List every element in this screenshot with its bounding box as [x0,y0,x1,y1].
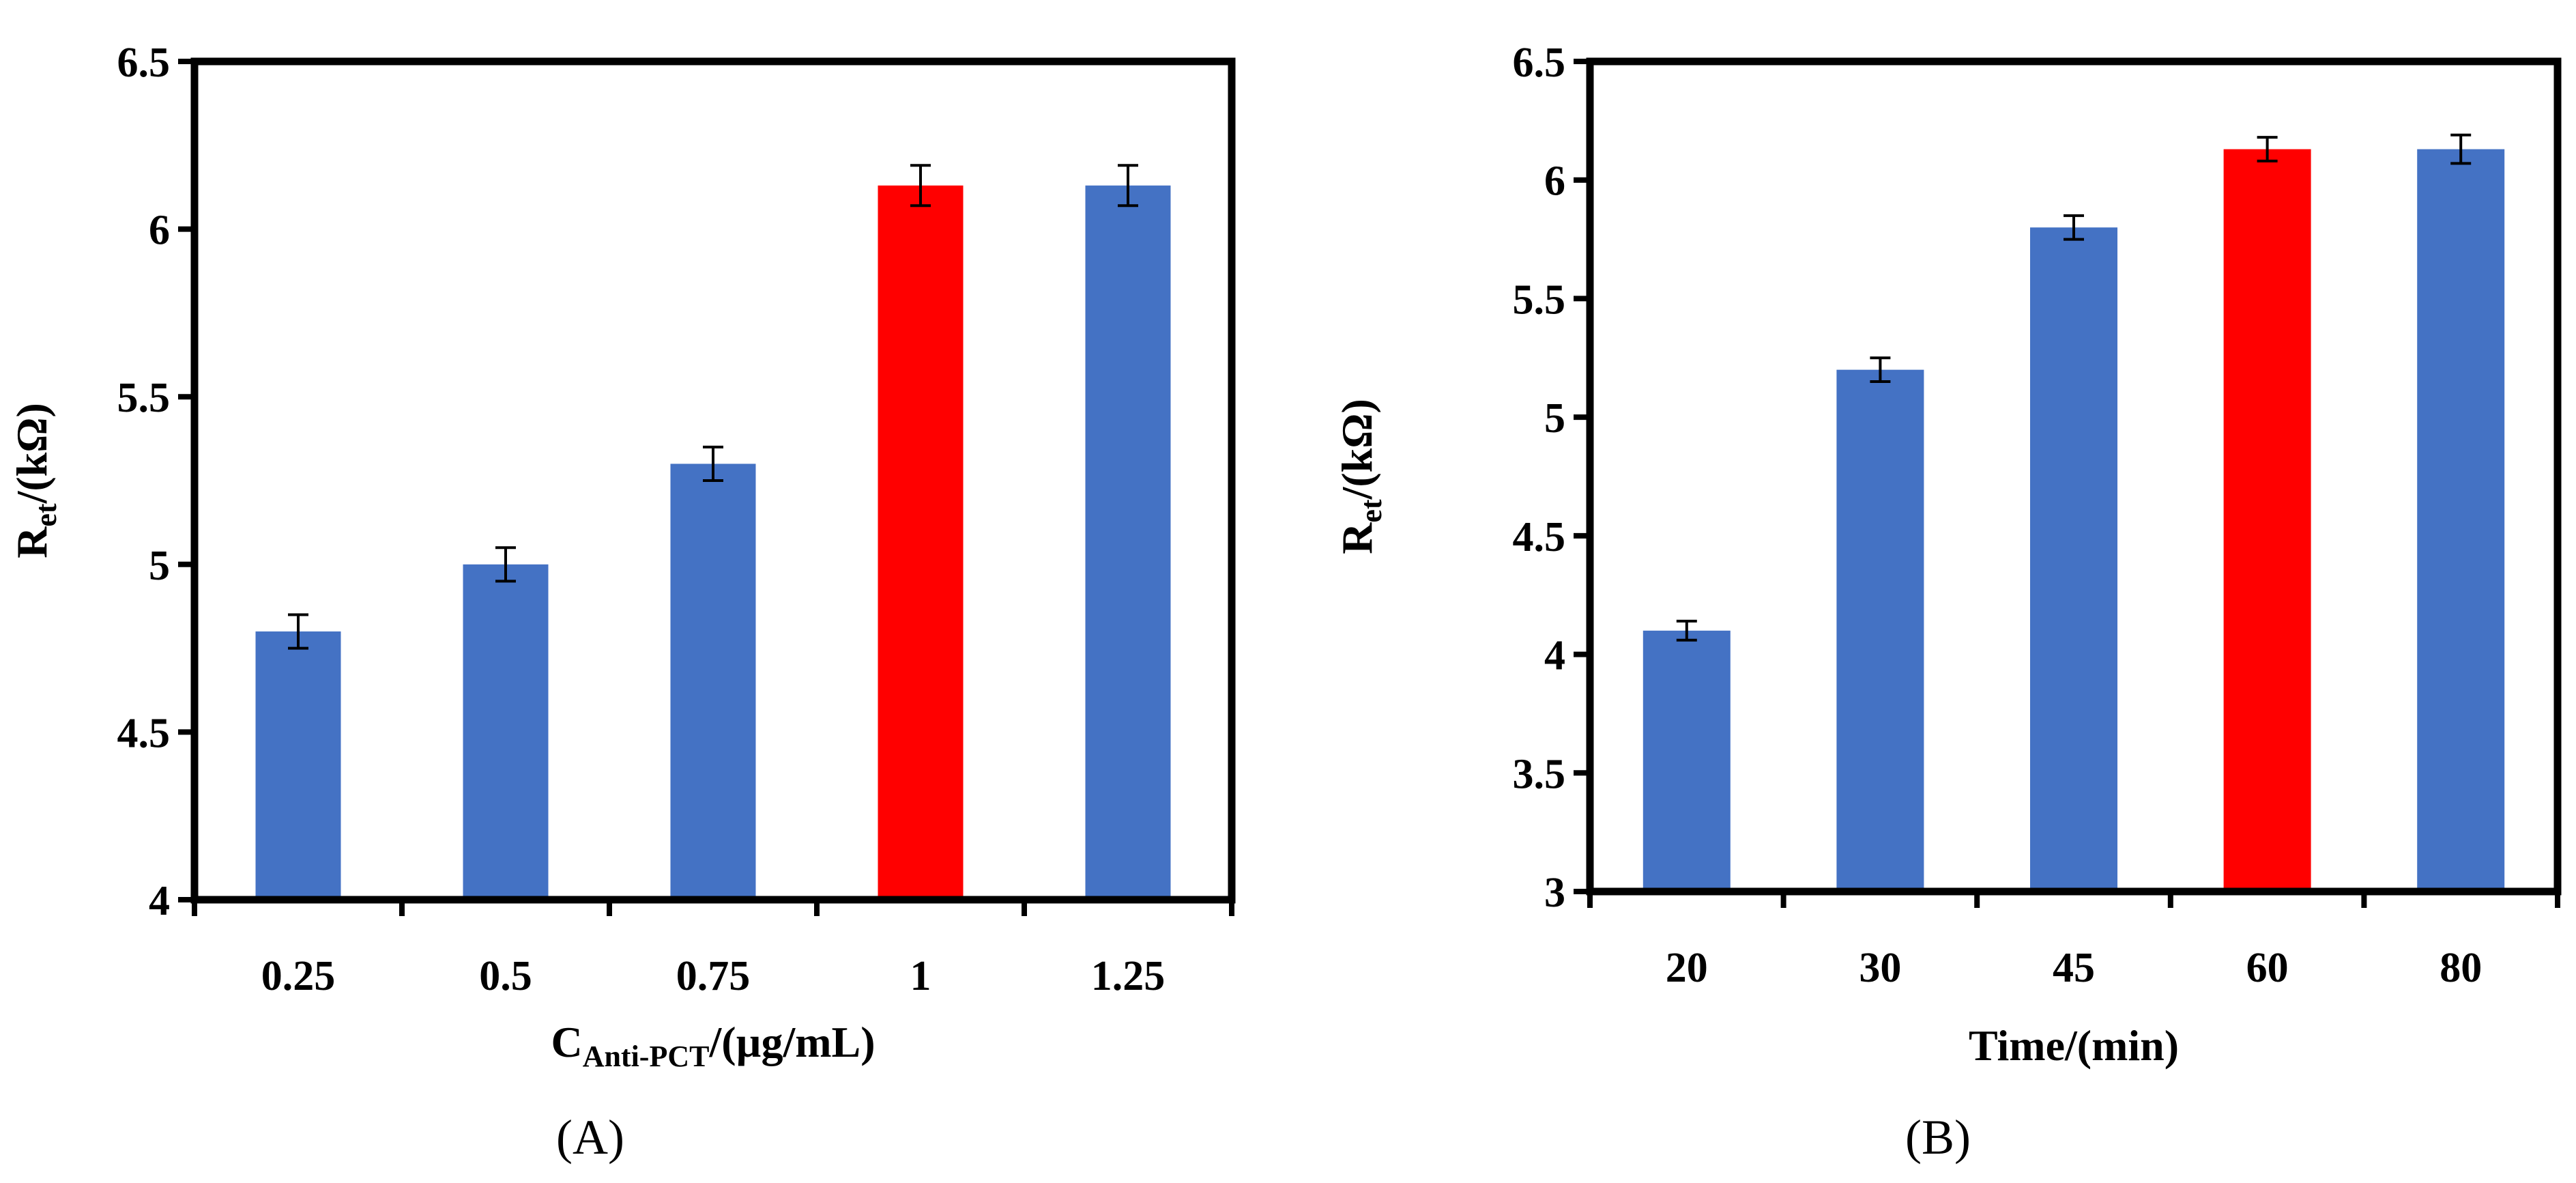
panel-label: (A) [556,1110,624,1165]
x-tick-label: 0.25 [261,953,336,999]
y-axis-label-main: R [8,526,56,558]
x-tick-label: 45 [2053,945,2095,991]
y-tick-label: 3 [1544,870,1565,916]
y-axis-label: Ret/(kΩ) [8,403,63,558]
y-tick-label: 5 [149,543,170,589]
y-axis-label: Ret/(kΩ) [1333,399,1388,554]
y-tick-label: 3.5 [1513,751,1566,797]
bar [1085,185,1171,900]
x-tick-label: 80 [2440,945,2482,991]
y-tick-label: 5 [1544,395,1565,442]
y-axis-label-unit: /(kΩ) [8,403,56,504]
x-tick-label: 0.75 [676,953,751,999]
x-axis-label-main: Time/(min) [1969,1021,2179,1070]
y-tick-label: 4.5 [117,710,171,756]
y-tick-label: 5.5 [117,375,171,421]
y-axis-label-unit: /(kΩ) [1333,399,1381,500]
chart-a: 4 4.5 5 5.5 6 6.5 0.25 0.5 0.75 1 1.25 CAnti-PCT/(µ… [8,40,1236,1165]
plot-frame [1586,57,2562,896]
bar [463,564,549,900]
bar [255,631,341,900]
bar [2030,227,2117,892]
x-tick-label: 30 [1859,945,1901,991]
bar [2417,149,2505,892]
x-tick-label: 0.5 [479,953,532,999]
y-axis-label-subscript: et [1355,499,1388,523]
y-tick-label: 4 [1544,633,1565,679]
y-tick-label: 4.5 [1513,514,1566,560]
x-axis-label-unit: /(µg/mL) [708,1018,875,1066]
y-tick-label: 6 [1544,158,1565,205]
x-axis-label-main: C [551,1018,582,1066]
bar [878,185,964,900]
y-tick-label: 4 [149,878,170,924]
plot-frame [190,57,1236,904]
bar [2223,149,2311,892]
x-tick-label: 20 [1666,945,1708,991]
y-tick-label: 6 [149,208,170,254]
bar [1836,369,1924,892]
x-axis-label: CAnti-PCT/(µg/mL) [551,1018,875,1073]
y-tick-label: 5.5 [1513,276,1566,323]
x-tick-label: 60 [2246,945,2289,991]
chart-b: 3 3.5 4 4.5 5 5.5 6 6.5 20 30 45 60 80 Time/(min) Ret/… [1333,40,2562,1165]
y-tick-label: 6.5 [117,40,171,86]
bar [1642,630,1731,892]
x-axis-label-subscript: Anti-PCT [583,1040,710,1073]
y-axis-label-subscript: et [29,503,63,527]
y-axis-label-main: R [1333,522,1381,554]
y-tick-label: 6.5 [1513,40,1566,86]
x-tick-label: 1 [910,953,931,999]
x-tick-label: 1.25 [1091,953,1166,999]
x-axis-label: Time/(min) [1969,1021,2179,1070]
bar [670,464,756,900]
panel-label: (B) [1905,1110,1971,1165]
